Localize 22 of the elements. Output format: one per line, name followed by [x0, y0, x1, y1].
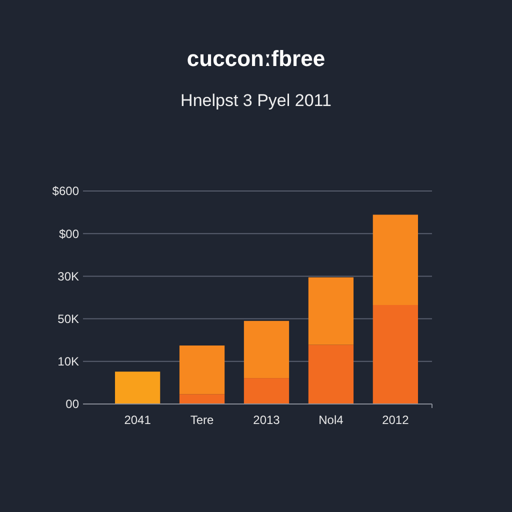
text: 10K	[58, 354, 79, 369]
x-tick-label: 2012	[382, 413, 410, 427]
bar	[372, 214, 418, 305]
bar	[308, 344, 354, 404]
text: 30K	[58, 269, 79, 284]
x-tick-label: Nol4	[318, 413, 344, 427]
bar	[115, 372, 160, 404]
text: $600	[52, 184, 80, 198]
bar	[244, 378, 290, 404]
chart-title: cucconːfbree	[186, 46, 326, 71]
text: 50K	[58, 312, 79, 326]
text: $00	[58, 226, 80, 241]
x-tick-label: 2041	[124, 413, 152, 427]
bar	[308, 277, 354, 345]
bar	[179, 346, 225, 394]
bar	[179, 394, 225, 404]
chart-subtitle: Hnelpst 3 Pyel 2011	[180, 91, 332, 110]
bar	[372, 304, 418, 404]
x-tick-label: Tere	[190, 413, 214, 427]
x-tick-label: 2013	[253, 413, 280, 427]
bar	[244, 320, 290, 378]
text: 00	[66, 397, 80, 412]
